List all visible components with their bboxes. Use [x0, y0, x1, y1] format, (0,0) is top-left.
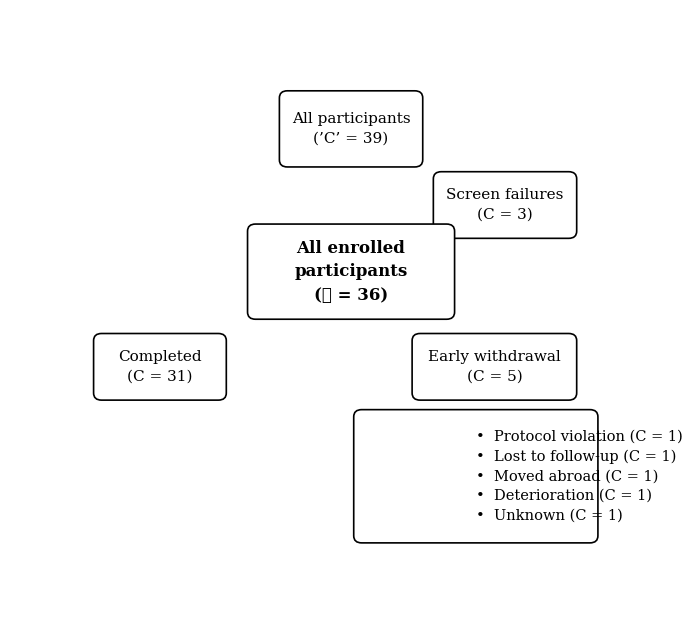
FancyBboxPatch shape — [434, 172, 577, 239]
Text: Screen failures
(Ϲ = 3): Screen failures (Ϲ = 3) — [447, 188, 564, 222]
Text: All participants
(’Ϲ’ = 39): All participants (’Ϲ’ = 39) — [292, 112, 410, 146]
FancyBboxPatch shape — [279, 91, 423, 167]
FancyBboxPatch shape — [247, 224, 455, 320]
Text: Completed
(Ϲ = 31): Completed (Ϲ = 31) — [118, 350, 202, 384]
FancyBboxPatch shape — [353, 410, 598, 543]
Text: •  Protocol violation (Ϲ = 1)
•  Lost to follow-up (Ϲ = 1)
•  Moved abroad (Ϲ = : • Protocol violation (Ϲ = 1) • Lost to f… — [476, 430, 682, 523]
FancyBboxPatch shape — [94, 334, 226, 400]
FancyBboxPatch shape — [412, 334, 577, 400]
Text: All enrolled
participants
(Ｎ = 36): All enrolled participants (Ｎ = 36) — [295, 240, 408, 303]
Text: Early withdrawal
(Ϲ = 5): Early withdrawal (Ϲ = 5) — [428, 350, 561, 384]
